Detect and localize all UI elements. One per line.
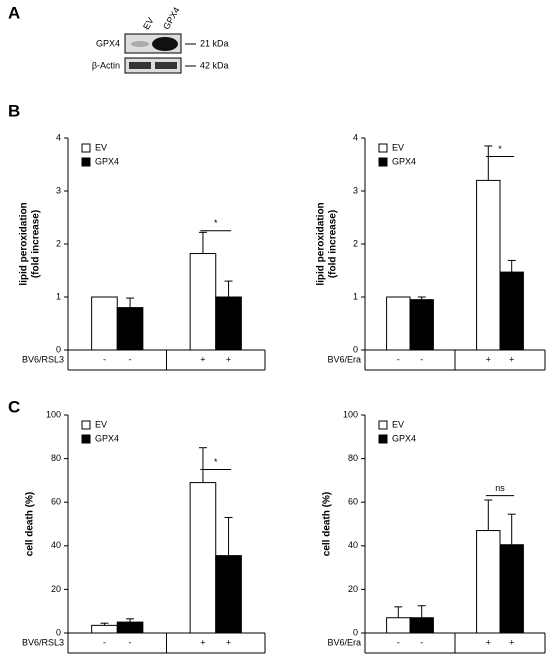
bar bbox=[215, 555, 242, 634]
y-tick-label: 1 bbox=[353, 291, 358, 301]
y-tick-label: 100 bbox=[46, 409, 61, 419]
bar bbox=[476, 179, 501, 351]
legend-swatch bbox=[378, 157, 388, 167]
legend-label: EV bbox=[392, 142, 404, 152]
significance-label: * bbox=[498, 144, 502, 154]
x-tick-label: - bbox=[103, 637, 106, 647]
legend-label: GPX4 bbox=[392, 433, 416, 443]
bar bbox=[476, 530, 501, 634]
legend-swatch bbox=[81, 420, 91, 430]
x-tick-label: + bbox=[486, 354, 491, 364]
x-tick-label: + bbox=[509, 354, 514, 364]
bar bbox=[499, 271, 524, 351]
band bbox=[152, 37, 178, 51]
legend-label: GPX4 bbox=[95, 156, 119, 166]
x-tick-label: + bbox=[509, 637, 514, 647]
bar bbox=[116, 621, 144, 634]
x-tick-label: + bbox=[200, 637, 205, 647]
y-axis-label: cell death (%) bbox=[25, 492, 36, 556]
y-axis-label: cell death (%) bbox=[322, 492, 333, 556]
band bbox=[129, 62, 151, 69]
panel-label: B bbox=[8, 101, 20, 120]
panel-label: C bbox=[8, 397, 20, 416]
legend-swatch bbox=[378, 434, 388, 444]
legend-label: EV bbox=[95, 142, 107, 152]
y-tick-label: 1 bbox=[56, 291, 61, 301]
x-tick-label: + bbox=[226, 637, 231, 647]
y-tick-label: 2 bbox=[56, 238, 61, 248]
legend-swatch bbox=[81, 143, 91, 153]
y-tick-label: 60 bbox=[51, 497, 61, 507]
y-tick-label: 80 bbox=[51, 453, 61, 463]
y-tick-label: 0 bbox=[353, 344, 358, 354]
lane-label: EV bbox=[141, 16, 156, 31]
bar bbox=[91, 296, 118, 351]
x-tick-label: + bbox=[486, 637, 491, 647]
legend-label: GPX4 bbox=[392, 156, 416, 166]
y-tick-label: 3 bbox=[56, 185, 61, 195]
y-axis-label: lipid peroxidation bbox=[316, 202, 327, 285]
treatment-label: BV6/Era bbox=[327, 637, 361, 647]
y-tick-label: 3 bbox=[353, 185, 358, 195]
treatment-label: BV6/RSL3 bbox=[22, 354, 64, 364]
y-tick-label: 40 bbox=[51, 540, 61, 550]
panel-label: A bbox=[8, 3, 20, 22]
band bbox=[131, 41, 149, 47]
y-tick-label: 60 bbox=[348, 497, 358, 507]
x-tick-label: - bbox=[397, 637, 400, 647]
x-tick-label: - bbox=[420, 637, 423, 647]
size-label: 42 kDa bbox=[200, 60, 229, 70]
y-tick-label: 0 bbox=[56, 627, 61, 637]
x-tick-label: - bbox=[420, 354, 423, 364]
x-tick-label: - bbox=[129, 637, 132, 647]
bar bbox=[116, 307, 144, 351]
bar bbox=[189, 253, 217, 351]
row-label: β-Actin bbox=[92, 60, 120, 70]
legend-swatch bbox=[81, 434, 91, 444]
lane-label: GPX4 bbox=[161, 5, 182, 31]
bar bbox=[409, 617, 434, 634]
x-tick-label: - bbox=[397, 354, 400, 364]
treatment-label: BV6/Era bbox=[327, 354, 361, 364]
significance-label: * bbox=[214, 457, 218, 467]
treatment-label: BV6/RSL3 bbox=[22, 637, 64, 647]
legend-label: EV bbox=[95, 419, 107, 429]
y-axis-label: (fold increase) bbox=[31, 210, 42, 278]
row-label: GPX4 bbox=[96, 38, 120, 48]
y-axis-label: lipid peroxidation bbox=[19, 202, 30, 285]
significance-label: * bbox=[214, 218, 218, 228]
y-tick-label: 4 bbox=[353, 132, 358, 142]
y-tick-label: 80 bbox=[348, 453, 358, 463]
bar bbox=[189, 482, 217, 634]
legend-swatch bbox=[378, 420, 388, 430]
y-tick-label: 2 bbox=[353, 238, 358, 248]
size-label: 21 kDa bbox=[200, 38, 229, 48]
y-tick-label: 0 bbox=[56, 344, 61, 354]
y-tick-label: 100 bbox=[343, 409, 358, 419]
y-tick-label: 20 bbox=[348, 584, 358, 594]
bar bbox=[409, 299, 434, 351]
bar bbox=[215, 296, 242, 351]
y-tick-label: 40 bbox=[348, 540, 358, 550]
legend-swatch bbox=[81, 157, 91, 167]
y-tick-label: 4 bbox=[56, 132, 61, 142]
significance-label: ns bbox=[495, 483, 505, 493]
x-tick-label: - bbox=[103, 354, 106, 364]
x-tick-label: + bbox=[200, 354, 205, 364]
x-tick-label: + bbox=[226, 354, 231, 364]
bar bbox=[386, 617, 411, 634]
x-tick-label: - bbox=[129, 354, 132, 364]
legend-label: GPX4 bbox=[95, 433, 119, 443]
blot-box bbox=[124, 57, 182, 74]
bar bbox=[91, 624, 118, 634]
band bbox=[155, 62, 177, 69]
bar bbox=[499, 544, 524, 634]
legend-label: EV bbox=[392, 419, 404, 429]
y-axis-label: (fold increase) bbox=[328, 210, 339, 278]
legend-swatch bbox=[378, 143, 388, 153]
bar bbox=[386, 296, 411, 351]
y-tick-label: 20 bbox=[51, 584, 61, 594]
y-tick-label: 0 bbox=[353, 627, 358, 637]
